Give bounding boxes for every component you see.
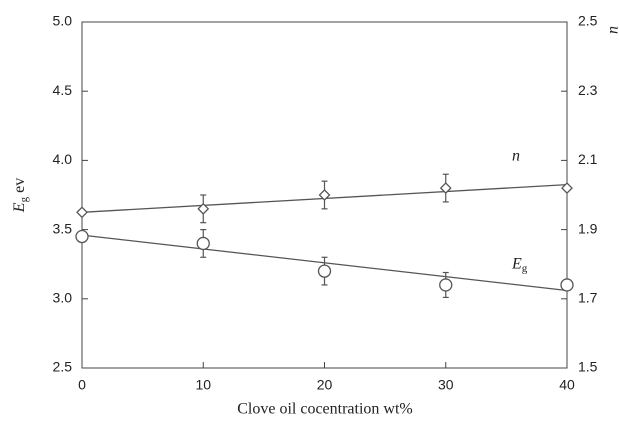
y-tick-label: 3.0 <box>53 290 73 306</box>
data-point <box>318 189 331 201</box>
y-tick-label: 3.5 <box>53 220 73 236</box>
data-point <box>439 182 452 194</box>
y2-tick-label: 1.9 <box>578 220 598 236</box>
y2-axis-label: n <box>605 26 619 34</box>
y2-tick-label: 2.3 <box>578 82 598 98</box>
series-annotation: Eg <box>511 255 528 274</box>
y-tick-label: 5.0 <box>53 13 73 29</box>
x-tick-label: 30 <box>438 377 454 393</box>
x-tick-label: 20 <box>317 377 333 393</box>
annotation-main: n <box>512 147 520 164</box>
x-axis-label: Clove oil cocentration wt% <box>237 401 413 418</box>
data-point <box>75 229 89 244</box>
y-tick-label: 2.5 <box>53 359 73 375</box>
x-tick-label: 0 <box>78 377 86 393</box>
y-tick-label: 4.0 <box>53 151 73 167</box>
x-tick-label: 10 <box>195 377 211 393</box>
data-point <box>317 264 332 278</box>
y2-tick-label: 1.5 <box>578 359 598 375</box>
y2-tick-label: 2.5 <box>578 13 598 29</box>
y-label-sub: g <box>18 196 30 202</box>
y2-tick-label: 2.1 <box>578 151 598 167</box>
data-point <box>196 236 210 251</box>
y-label-main: E <box>11 202 28 213</box>
data-point <box>76 206 88 219</box>
y-label-rest: ev <box>11 178 28 197</box>
annotation-sub: g <box>522 262 528 274</box>
data-point <box>560 278 574 292</box>
y-axis-label: Eg ev <box>11 178 30 213</box>
data-point <box>561 182 573 194</box>
y2-tick-label: 1.7 <box>578 290 598 306</box>
data-point <box>439 278 453 292</box>
x-tick-label: 40 <box>559 377 575 393</box>
annotation-main: E <box>511 255 522 272</box>
data-point <box>197 202 210 215</box>
y-tick-label: 4.5 <box>53 82 73 98</box>
series-annotation: n <box>512 147 520 164</box>
